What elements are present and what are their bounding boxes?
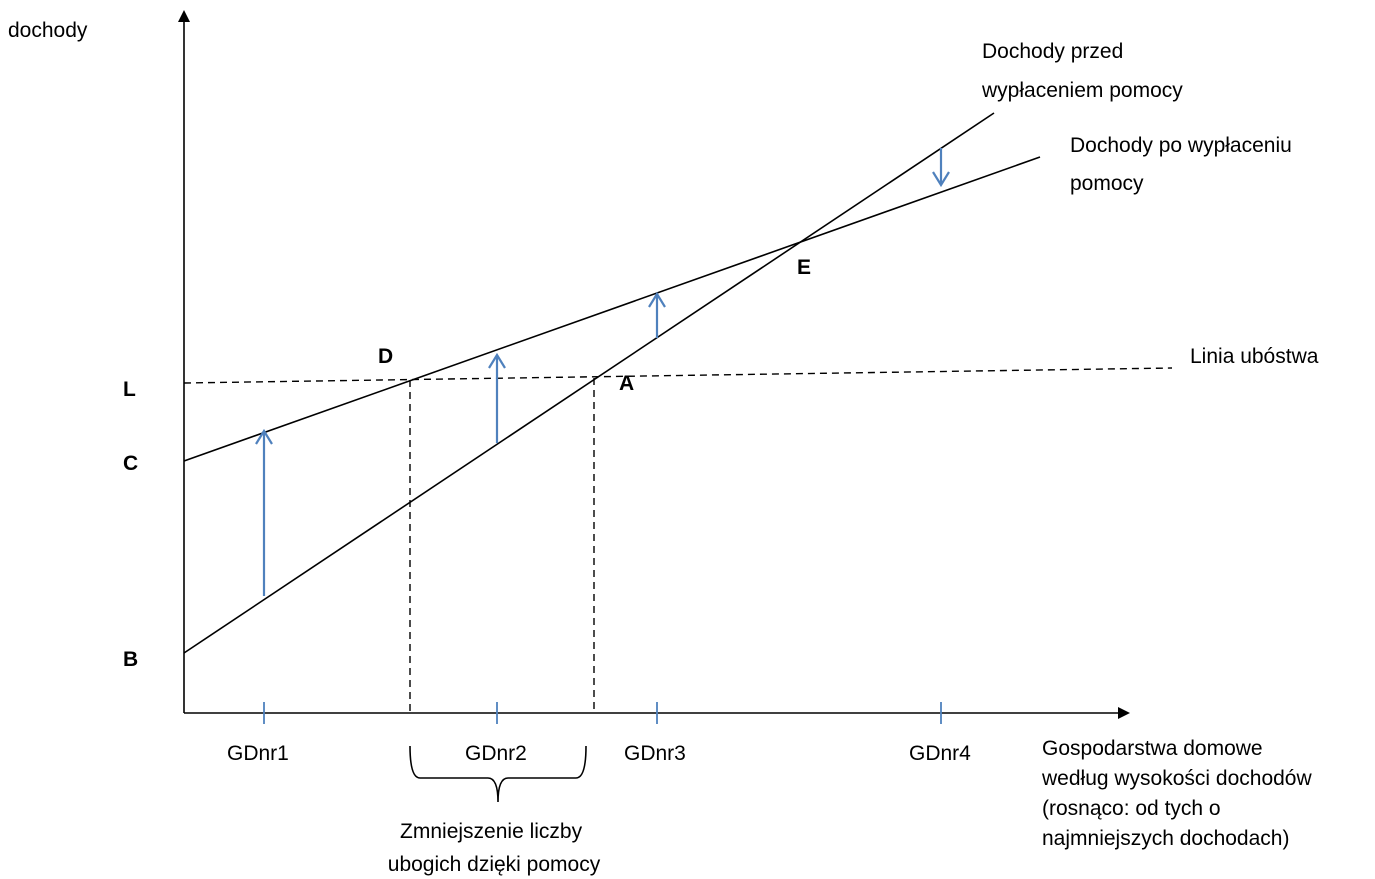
household-label: GDnr2 [465, 742, 527, 765]
poverty-line [183, 367, 1173, 384]
point-B: B [123, 648, 138, 671]
point-D: D [378, 345, 393, 368]
household-label: GDnr3 [624, 742, 686, 765]
income-before-label-line: Dochody przed [982, 40, 1123, 63]
income-after-line [183, 156, 1041, 462]
brace-note-line: ubogich dzięki pomocy [388, 853, 601, 876]
aid-arrow-gd3 [648, 291, 666, 338]
x-axis-label-line: według wysokości dochodów [1041, 767, 1312, 790]
x-axis-label: Gospodarstwa domowe według wysokości doc… [1041, 737, 1318, 850]
aid-arrow-gd2 [488, 352, 506, 443]
income-before-label-line: wypłaceniem pomocy [981, 79, 1183, 102]
point-E: E [797, 256, 811, 279]
poverty-line-label: Linia ubóstwa [1190, 345, 1319, 368]
income-after-label: Dochody po wypłaceniu pomocy [1070, 134, 1298, 195]
brace-note: Zmniejszenie liczby ubogich dzięki pomoc… [388, 820, 601, 876]
aid-arrow-gd4 [932, 148, 950, 188]
x-axis-arrowhead [1118, 707, 1130, 719]
point-C: C [123, 452, 138, 475]
income-before-line [183, 112, 995, 654]
point-L: L [123, 378, 136, 401]
y-axis-label: dochody [8, 19, 88, 42]
point-A: A [619, 372, 634, 395]
income-after-label-line: pomocy [1070, 172, 1144, 195]
income-before-label: Dochody przed wypłaceniem pomocy [981, 40, 1183, 102]
income-after-label-line: Dochody po wypłaceniu [1070, 134, 1292, 157]
x-axis-label-line: Gospodarstwa domowe [1042, 737, 1263, 760]
aid-arrow-gd1 [255, 428, 273, 596]
brace-note-line: Zmniejszenie liczby [400, 820, 583, 843]
y-axis-arrowhead [178, 10, 190, 22]
curly-brace [409, 745, 587, 803]
household-label: GDnr1 [227, 742, 289, 765]
household-label: GDnr4 [909, 742, 971, 765]
x-axis-label-line: (rosnąco: od tych o [1042, 797, 1221, 820]
x-axis-label-line: najmniejszych dochodach) [1042, 827, 1289, 850]
